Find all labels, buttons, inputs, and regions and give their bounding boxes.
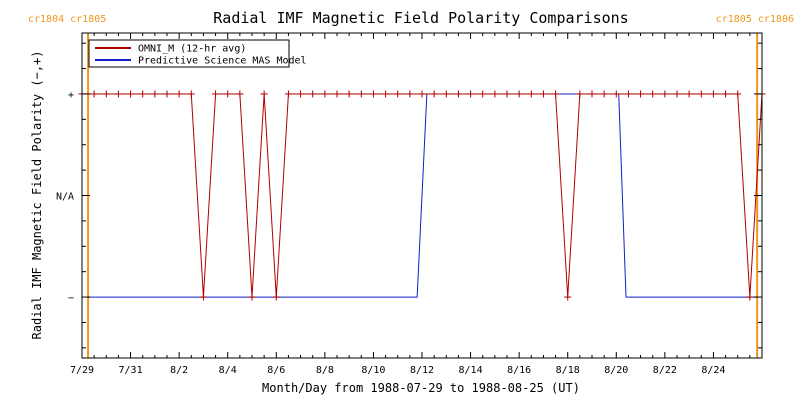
y-tick-label: − bbox=[68, 293, 74, 304]
x-tick-label: 8/20 bbox=[604, 365, 628, 376]
carrington-label-part: cr1805 bbox=[716, 14, 752, 25]
x-tick-label: 8/14 bbox=[459, 365, 483, 376]
data-point bbox=[430, 90, 438, 98]
data-point bbox=[442, 90, 450, 98]
data-point bbox=[722, 90, 730, 98]
x-tick-label: 8/4 bbox=[219, 365, 237, 376]
data-point bbox=[297, 90, 305, 98]
data-point bbox=[649, 90, 657, 98]
x-tick-label: 8/18 bbox=[556, 365, 580, 376]
data-point bbox=[175, 90, 183, 98]
data-point bbox=[369, 90, 377, 98]
data-point bbox=[624, 90, 632, 98]
data-point bbox=[479, 90, 487, 98]
data-point bbox=[588, 90, 596, 98]
data-point bbox=[612, 90, 620, 98]
x-tick-label: 8/22 bbox=[653, 365, 677, 376]
data-point bbox=[236, 90, 244, 98]
data-point bbox=[345, 90, 353, 98]
legend-label-model: Predictive Science MAS Model bbox=[138, 56, 307, 67]
data-point bbox=[114, 90, 122, 98]
data-point bbox=[491, 90, 499, 98]
data-point bbox=[637, 90, 645, 98]
data-point bbox=[709, 90, 717, 98]
data-point bbox=[272, 293, 280, 301]
x-tick-label: 8/12 bbox=[410, 365, 434, 376]
y-tick-label: + bbox=[68, 90, 74, 101]
data-point bbox=[454, 90, 462, 98]
chart-title: Radial IMF Magnetic Field Polarity Compa… bbox=[213, 9, 628, 27]
data-point bbox=[163, 90, 171, 98]
data-point bbox=[600, 90, 608, 98]
data-point bbox=[357, 90, 365, 98]
carrington-label-part: cr1805 bbox=[64, 14, 106, 25]
x-axis-label: Month/Day from 1988-07-29 to 1988-08-25 … bbox=[262, 381, 580, 395]
data-point bbox=[467, 90, 475, 98]
data-point bbox=[260, 90, 268, 98]
carrington-label: cr1804 cr1805 bbox=[28, 14, 106, 25]
data-point bbox=[90, 90, 98, 98]
data-point bbox=[284, 90, 292, 98]
x-tick-label: 7/31 bbox=[119, 365, 143, 376]
data-point bbox=[151, 90, 159, 98]
data-point bbox=[406, 90, 414, 98]
data-point bbox=[576, 90, 584, 98]
carrington-label-part: cr1806 bbox=[752, 14, 794, 25]
x-tick-label: 8/24 bbox=[701, 365, 725, 376]
data-point bbox=[697, 90, 705, 98]
data-point bbox=[394, 90, 402, 98]
data-point bbox=[734, 90, 742, 98]
data-point bbox=[527, 90, 535, 98]
data-point bbox=[102, 90, 110, 98]
x-tick-label: 8/2 bbox=[170, 365, 188, 376]
legend-box bbox=[88, 39, 290, 68]
data-point bbox=[503, 90, 511, 98]
carrington-label: cr1805 cr1806 bbox=[716, 14, 794, 25]
data-point bbox=[515, 90, 523, 98]
data-point bbox=[661, 90, 669, 98]
data-point bbox=[187, 90, 195, 98]
x-tick-label: 8/6 bbox=[267, 365, 285, 376]
x-tick-label: 8/16 bbox=[507, 365, 531, 376]
data-point bbox=[685, 90, 693, 98]
data-point bbox=[382, 90, 390, 98]
data-point bbox=[539, 90, 547, 98]
data-point bbox=[309, 90, 317, 98]
data-point bbox=[552, 90, 560, 98]
legend-label-omni: OMNI_M (12-hr avg) bbox=[138, 44, 246, 55]
data-point bbox=[564, 293, 572, 301]
data-point bbox=[418, 90, 426, 98]
data-point bbox=[746, 293, 754, 301]
series-line-model bbox=[88, 93, 758, 298]
data-point bbox=[127, 90, 135, 98]
legend: OMNI_M (12-hr avg) Predictive Science MA… bbox=[88, 39, 307, 68]
data-point bbox=[199, 293, 207, 301]
data-point bbox=[212, 90, 220, 98]
data-point bbox=[248, 293, 256, 301]
x-tick-label: 8/8 bbox=[316, 365, 334, 376]
data-point bbox=[139, 90, 147, 98]
data-point bbox=[321, 90, 329, 98]
data-point bbox=[673, 90, 681, 98]
x-tick-label: 7/29 bbox=[70, 365, 94, 376]
y-tick-label: N/A bbox=[56, 192, 74, 203]
data-point bbox=[333, 90, 341, 98]
carrington-label-part: cr1804 bbox=[28, 14, 64, 25]
y-axis-label: Radial IMF Magnetic Field Polarity (−,+) bbox=[30, 51, 44, 340]
data-point bbox=[224, 90, 232, 98]
x-tick-label: 8/10 bbox=[361, 365, 385, 376]
